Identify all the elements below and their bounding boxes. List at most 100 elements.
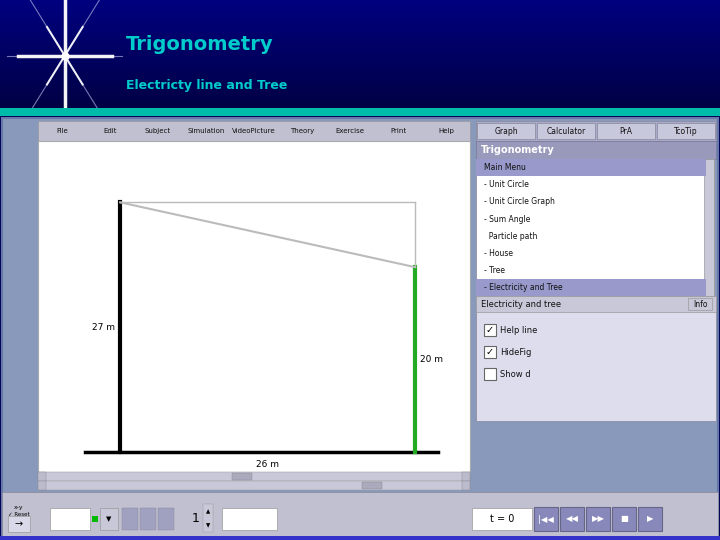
Bar xyxy=(2,492,718,536)
Bar xyxy=(0,22,720,23)
Text: Electricity and tree: Electricity and tree xyxy=(481,300,561,308)
Bar xyxy=(0,10,720,11)
Bar xyxy=(0,23,720,24)
Bar xyxy=(50,508,90,530)
Bar xyxy=(0,18,720,20)
Text: Trigonometry: Trigonometry xyxy=(126,35,274,53)
Text: Simulation: Simulation xyxy=(187,128,225,134)
Bar xyxy=(0,110,720,111)
Bar xyxy=(476,279,706,296)
Bar xyxy=(484,368,496,380)
Bar xyxy=(0,107,720,108)
Bar xyxy=(0,13,720,14)
Bar xyxy=(0,43,720,44)
Bar xyxy=(0,70,720,71)
Text: PrA: PrA xyxy=(619,126,632,136)
Bar xyxy=(477,123,535,139)
Bar xyxy=(0,92,720,93)
Bar xyxy=(0,91,720,92)
Bar xyxy=(0,28,720,29)
Text: ▶▶: ▶▶ xyxy=(592,515,605,523)
Bar xyxy=(0,83,720,84)
Text: 26 m: 26 m xyxy=(256,460,279,469)
Bar xyxy=(0,55,720,56)
Bar xyxy=(92,516,98,522)
Bar xyxy=(140,508,156,530)
Text: - Unit Circle: - Unit Circle xyxy=(484,180,529,190)
Bar xyxy=(0,103,720,104)
Bar xyxy=(0,58,720,59)
Bar xyxy=(0,71,720,72)
Bar xyxy=(537,123,595,139)
Bar xyxy=(638,507,662,531)
Text: - House: - House xyxy=(484,249,513,258)
Bar xyxy=(0,38,720,39)
Bar xyxy=(0,100,720,101)
Bar xyxy=(0,108,720,109)
Bar xyxy=(0,114,720,115)
Bar xyxy=(0,26,720,28)
Bar xyxy=(586,507,610,531)
Bar xyxy=(0,80,720,81)
Bar xyxy=(0,14,720,15)
Bar xyxy=(0,15,720,16)
Bar xyxy=(0,45,720,46)
Bar xyxy=(0,52,720,53)
Text: ▶: ▶ xyxy=(647,515,653,523)
Bar xyxy=(0,39,720,40)
Bar xyxy=(462,481,470,490)
Bar xyxy=(560,507,584,531)
Bar xyxy=(0,536,720,540)
Bar xyxy=(0,79,720,80)
Bar xyxy=(362,482,382,489)
Bar xyxy=(0,115,720,116)
Text: Graph: Graph xyxy=(494,126,518,136)
Bar xyxy=(0,94,720,95)
Bar xyxy=(100,508,118,530)
Bar xyxy=(0,81,720,83)
Text: Print: Print xyxy=(390,128,406,134)
Text: Theory: Theory xyxy=(290,128,314,134)
Text: File: File xyxy=(56,128,68,134)
Bar xyxy=(0,75,720,76)
Text: - Tree: - Tree xyxy=(484,266,505,275)
Bar xyxy=(0,59,720,60)
Bar xyxy=(476,296,716,421)
Bar xyxy=(0,40,720,42)
Bar xyxy=(38,472,46,481)
Bar xyxy=(8,516,30,532)
Bar xyxy=(0,2,720,3)
Bar xyxy=(0,88,720,90)
Bar xyxy=(0,104,720,106)
Text: ✓: ✓ xyxy=(486,347,494,357)
Bar xyxy=(0,85,720,86)
Bar xyxy=(0,21,720,22)
Bar xyxy=(0,84,720,85)
Bar xyxy=(0,53,720,55)
Bar xyxy=(0,93,720,94)
Text: x-y: x-y xyxy=(14,505,24,510)
Bar xyxy=(612,507,636,531)
Text: Show d: Show d xyxy=(500,369,531,379)
Bar xyxy=(0,98,720,99)
Bar xyxy=(38,472,470,481)
Text: Electricty line and Tree: Electricty line and Tree xyxy=(126,79,287,92)
Bar xyxy=(484,324,496,336)
Bar xyxy=(476,159,706,176)
Bar xyxy=(704,159,714,296)
Bar xyxy=(476,159,706,296)
Bar xyxy=(0,46,720,48)
Bar xyxy=(0,60,720,62)
Bar xyxy=(0,11,720,13)
Bar xyxy=(222,508,277,530)
Text: Edit: Edit xyxy=(103,128,117,134)
Bar xyxy=(0,96,720,98)
Text: Main Menu: Main Menu xyxy=(484,163,526,172)
Text: Help: Help xyxy=(438,128,454,134)
Bar xyxy=(0,76,720,77)
Bar xyxy=(534,507,558,531)
Bar xyxy=(0,29,720,30)
Bar xyxy=(0,56,720,57)
Text: - Unit Circle Graph: - Unit Circle Graph xyxy=(484,198,555,206)
Bar xyxy=(122,508,138,530)
